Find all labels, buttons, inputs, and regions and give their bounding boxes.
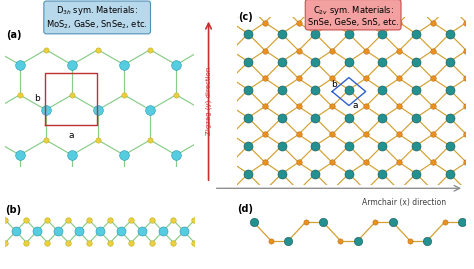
Text: (d): (d) [237,204,253,214]
Text: (c): (c) [238,12,253,22]
Text: b: b [34,94,40,103]
Text: (b): (b) [5,205,21,215]
Text: D$_{3h}$ sym. Materials:
MoS$_2$, GaSe, SnSe$_2$, etc.: D$_{3h}$ sym. Materials: MoS$_2$, GaSe, … [46,4,148,31]
Text: a: a [69,131,74,140]
Text: (a): (a) [6,30,22,40]
Text: Armchair (x) direction: Armchair (x) direction [362,198,446,207]
Text: C$_{2v}$ sym. Materials:
SnSe, GeSe, SnS, etc.: C$_{2v}$ sym. Materials: SnSe, GeSe, SnS… [308,4,399,27]
Text: b: b [331,80,337,89]
Text: a: a [353,101,358,110]
Text: Zigzag (y) direction: Zigzag (y) direction [205,67,212,135]
